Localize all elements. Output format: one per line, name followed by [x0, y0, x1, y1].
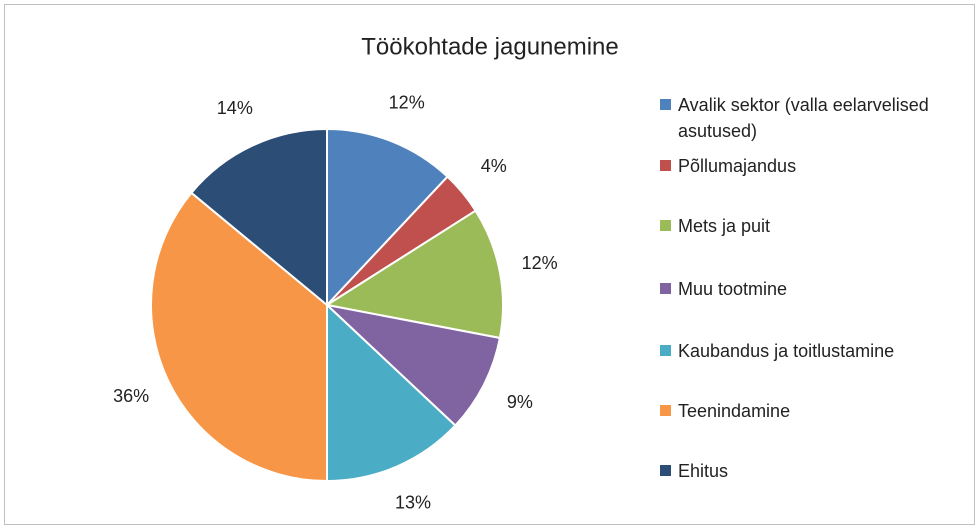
chart-border [4, 4, 975, 525]
pie-slice [189, 127, 328, 308]
legend-item: Ehitus [660, 458, 978, 484]
legend-item: Teenindamine [660, 398, 978, 424]
legend-label: Ehitus [678, 461, 729, 481]
legend-item: Mets ja puit [660, 213, 978, 239]
data-label: 12% [389, 92, 425, 112]
legend-label: Muu tootmine [678, 279, 788, 299]
legend-label: Avalik sektor (valla eelarvelised asutus… [678, 95, 929, 141]
legend-label: Kaubandus ja toitlustamine [678, 341, 895, 361]
pie-slice [150, 191, 328, 483]
data-label: 36% [113, 386, 149, 406]
pie-slice [326, 127, 449, 308]
data-label: 12% [522, 253, 558, 273]
legend-label: Põllumajandus [678, 156, 797, 176]
legend-swatch [660, 465, 671, 476]
pie-slice [324, 209, 504, 340]
legend-label: Teenindamine [678, 401, 791, 421]
data-label: 13% [395, 492, 431, 512]
chart-title: Töökohtade jagunemine [361, 33, 619, 60]
legend-item: Põllumajandus [660, 153, 978, 179]
legend-item: Kaubandus ja toitlustamine [660, 338, 978, 364]
legend-item: Muu tootmine [660, 276, 978, 302]
data-label: 14% [217, 98, 253, 118]
legend-swatch [660, 220, 671, 231]
legend-item: Avalik sektor (valla eelarvelised asutus… [660, 92, 978, 144]
legend-swatch [660, 405, 671, 416]
pie-slice [323, 303, 502, 427]
legend-swatch [660, 345, 671, 356]
pie-slice [326, 302, 457, 483]
legend-swatch [660, 160, 671, 171]
legend-label: Mets ja puit [678, 216, 771, 236]
legend-swatch [660, 283, 671, 294]
legend-swatch [660, 99, 671, 110]
data-label: 9% [507, 392, 533, 412]
data-label: 4% [481, 156, 507, 176]
